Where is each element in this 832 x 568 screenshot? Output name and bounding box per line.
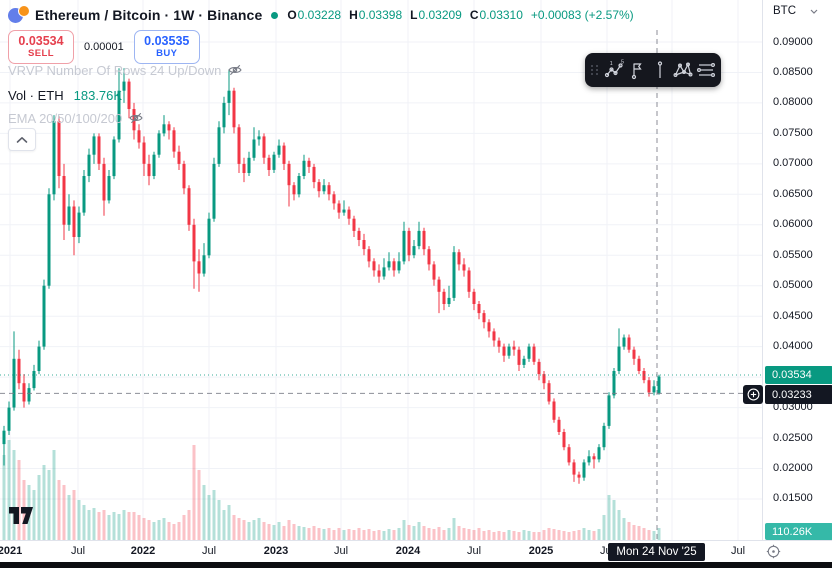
time-axis[interactable]: Jul Jul 2025 Jul 2024 Jul 2023 Jul 2022 Jul 2021 M… <box>0 540 832 563</box>
crosshair-price-badge: 0.03233 <box>765 385 832 405</box>
open-value: 0.03228 <box>297 8 342 22</box>
ohlc-low: L0.03209 <box>410 8 462 22</box>
crosshair-volume-badge: 110.26K <box>765 523 832 540</box>
volume-indicator-legend[interactable]: Vol · ETH 183.76K <box>8 88 122 103</box>
bitcoin-coin-icon <box>18 5 30 17</box>
ohlc-high: H0.03398 <box>349 8 402 22</box>
eye-off-icon[interactable] <box>128 110 144 126</box>
close-label: C <box>469 8 479 22</box>
timezone-settings-icon[interactable] <box>766 544 781 564</box>
svg-text:1: 1 <box>609 61 612 67</box>
time-axis-label: 2024 <box>395 545 421 557</box>
price-axis-label: 0.05500 <box>773 248 813 261</box>
symbol-title[interactable]: Ethereum / Bitcoin · 1W · Binance <box>35 7 263 23</box>
price-axis-label: 0.04000 <box>773 340 813 353</box>
sell-button[interactable]: 0.03534 SELL <box>8 30 74 64</box>
add-alert-plus-button[interactable] <box>743 385 763 405</box>
parallel-lines-tool-button[interactable] <box>694 55 717 85</box>
floating-drawing-toolbar: 1 5 <box>585 53 721 87</box>
price-axis[interactable]: BTC 0.03534 0.03233 110.26K 0.09000 0.085… <box>743 0 832 540</box>
svg-text:5: 5 <box>621 60 624 66</box>
sell-price: 0.03534 <box>18 34 64 49</box>
price-axis-label: 0.02000 <box>773 462 813 474</box>
xabcd-pattern-tool-button[interactable] <box>671 55 694 85</box>
vrvp-legend-text: VRVP Number Of Rows 24 Up/Down <box>8 62 222 78</box>
price-axis-label: 0.05000 <box>773 279 813 292</box>
axis-currency-label: BTC <box>773 5 796 17</box>
high-value: 0.03398 <box>358 8 403 22</box>
low-value: 0.03209 <box>418 8 462 22</box>
ohlc-open: O0.03228 <box>287 8 341 22</box>
volume-legend-title: Vol · ETH <box>8 88 64 103</box>
buy-button[interactable]: 0.03535 BUY <box>133 30 200 64</box>
flag-icon <box>631 63 642 80</box>
market-status-dot[interactable] <box>271 11 279 19</box>
volume-legend-value: 183.76K <box>73 88 123 103</box>
high-label: H <box>349 8 358 22</box>
time-axis-label: 2021 <box>0 545 23 557</box>
chevron-down-icon <box>810 9 818 14</box>
price-axis-label: 0.01500 <box>773 492 813 505</box>
buy-label: BUY <box>156 47 178 59</box>
ema-legend-text: EMA 20/50/100/200 <box>8 110 123 126</box>
trade-panel: 0.03534 SELL 0.00001 0.03535 BUY <box>8 30 200 64</box>
price-axis-label: 0.03000 <box>773 401 813 414</box>
chevron-up-icon <box>16 136 28 143</box>
time-axis-label: Jul <box>466 545 482 557</box>
axis-currency-selector[interactable]: BTC <box>773 5 818 17</box>
open-label: O <box>287 8 297 22</box>
tradingview-logo-icon <box>9 507 33 524</box>
price-axis-label: 0.09000 <box>773 35 813 48</box>
price-axis-label: 0.08000 <box>773 96 813 109</box>
time-axis-label: Jul <box>201 545 217 557</box>
time-axis-label: Jul <box>730 545 746 557</box>
eth-btc-pair-icon <box>8 5 30 25</box>
xabcd-pattern-icon <box>672 62 693 78</box>
time-axis-label: 2025 <box>528 545 554 557</box>
price-axis-label: 0.06500 <box>773 187 813 200</box>
sell-label: SELL <box>28 47 54 59</box>
buy-price: 0.03535 <box>144 34 190 49</box>
vrvp-indicator-legend[interactable]: VRVP Number Of Rows 24 Up/Down <box>8 62 243 78</box>
price-axis-label: 0.04500 <box>773 309 813 322</box>
last-price-badge: 0.03534 <box>765 366 832 385</box>
vertical-line-icon <box>657 61 662 78</box>
ohlc-values: O0.03228 H0.03398 L0.03209 C0.03310 +0.0… <box>287 8 633 22</box>
low-label: L <box>410 8 418 22</box>
time-axis-label: Jul <box>70 545 86 557</box>
price-axis-label: 0.07000 <box>773 157 813 170</box>
price-axis-label: 0.02500 <box>773 431 813 444</box>
parallel-lines-icon <box>696 62 715 78</box>
price-axis-label: 0.07500 <box>773 126 813 139</box>
window-bottom-edge <box>0 562 832 568</box>
time-axis-label: 2023 <box>263 545 289 557</box>
circle-plus-icon <box>747 388 759 401</box>
tradingview-logo[interactable] <box>8 505 35 531</box>
spread-value: 0.00001 <box>84 41 124 53</box>
close-value: 0.03310 <box>479 8 523 22</box>
ohlc-close: C0.03310 <box>470 8 523 22</box>
price-axis-label: 0.06000 <box>773 218 813 231</box>
ema-indicator-legend[interactable]: EMA 20/50/100/200 <box>8 110 144 126</box>
elliott-wave-icon: 1 5 <box>604 60 624 78</box>
toolbar-drag-handle[interactable] <box>591 65 599 75</box>
elliott-wave-tool-button[interactable]: 1 5 <box>602 55 625 85</box>
chart-header: Ethereum / Bitcoin · 1W · Binance O0.032… <box>8 5 634 25</box>
crosshair-date-badge: Mon 24 Nov '25 <box>608 543 705 561</box>
collapse-legend-button[interactable] <box>8 128 36 151</box>
flag-mark-tool-button[interactable] <box>625 55 648 85</box>
price-axis-label: 0.08500 <box>773 65 813 78</box>
eye-off-icon[interactable] <box>227 62 243 78</box>
price-change-value: +0.00083 (+2.57%) <box>530 8 634 22</box>
vertical-line-tool-button[interactable] <box>648 55 671 85</box>
time-axis-label: Jul <box>333 545 349 557</box>
time-axis-label: 2022 <box>130 545 156 557</box>
